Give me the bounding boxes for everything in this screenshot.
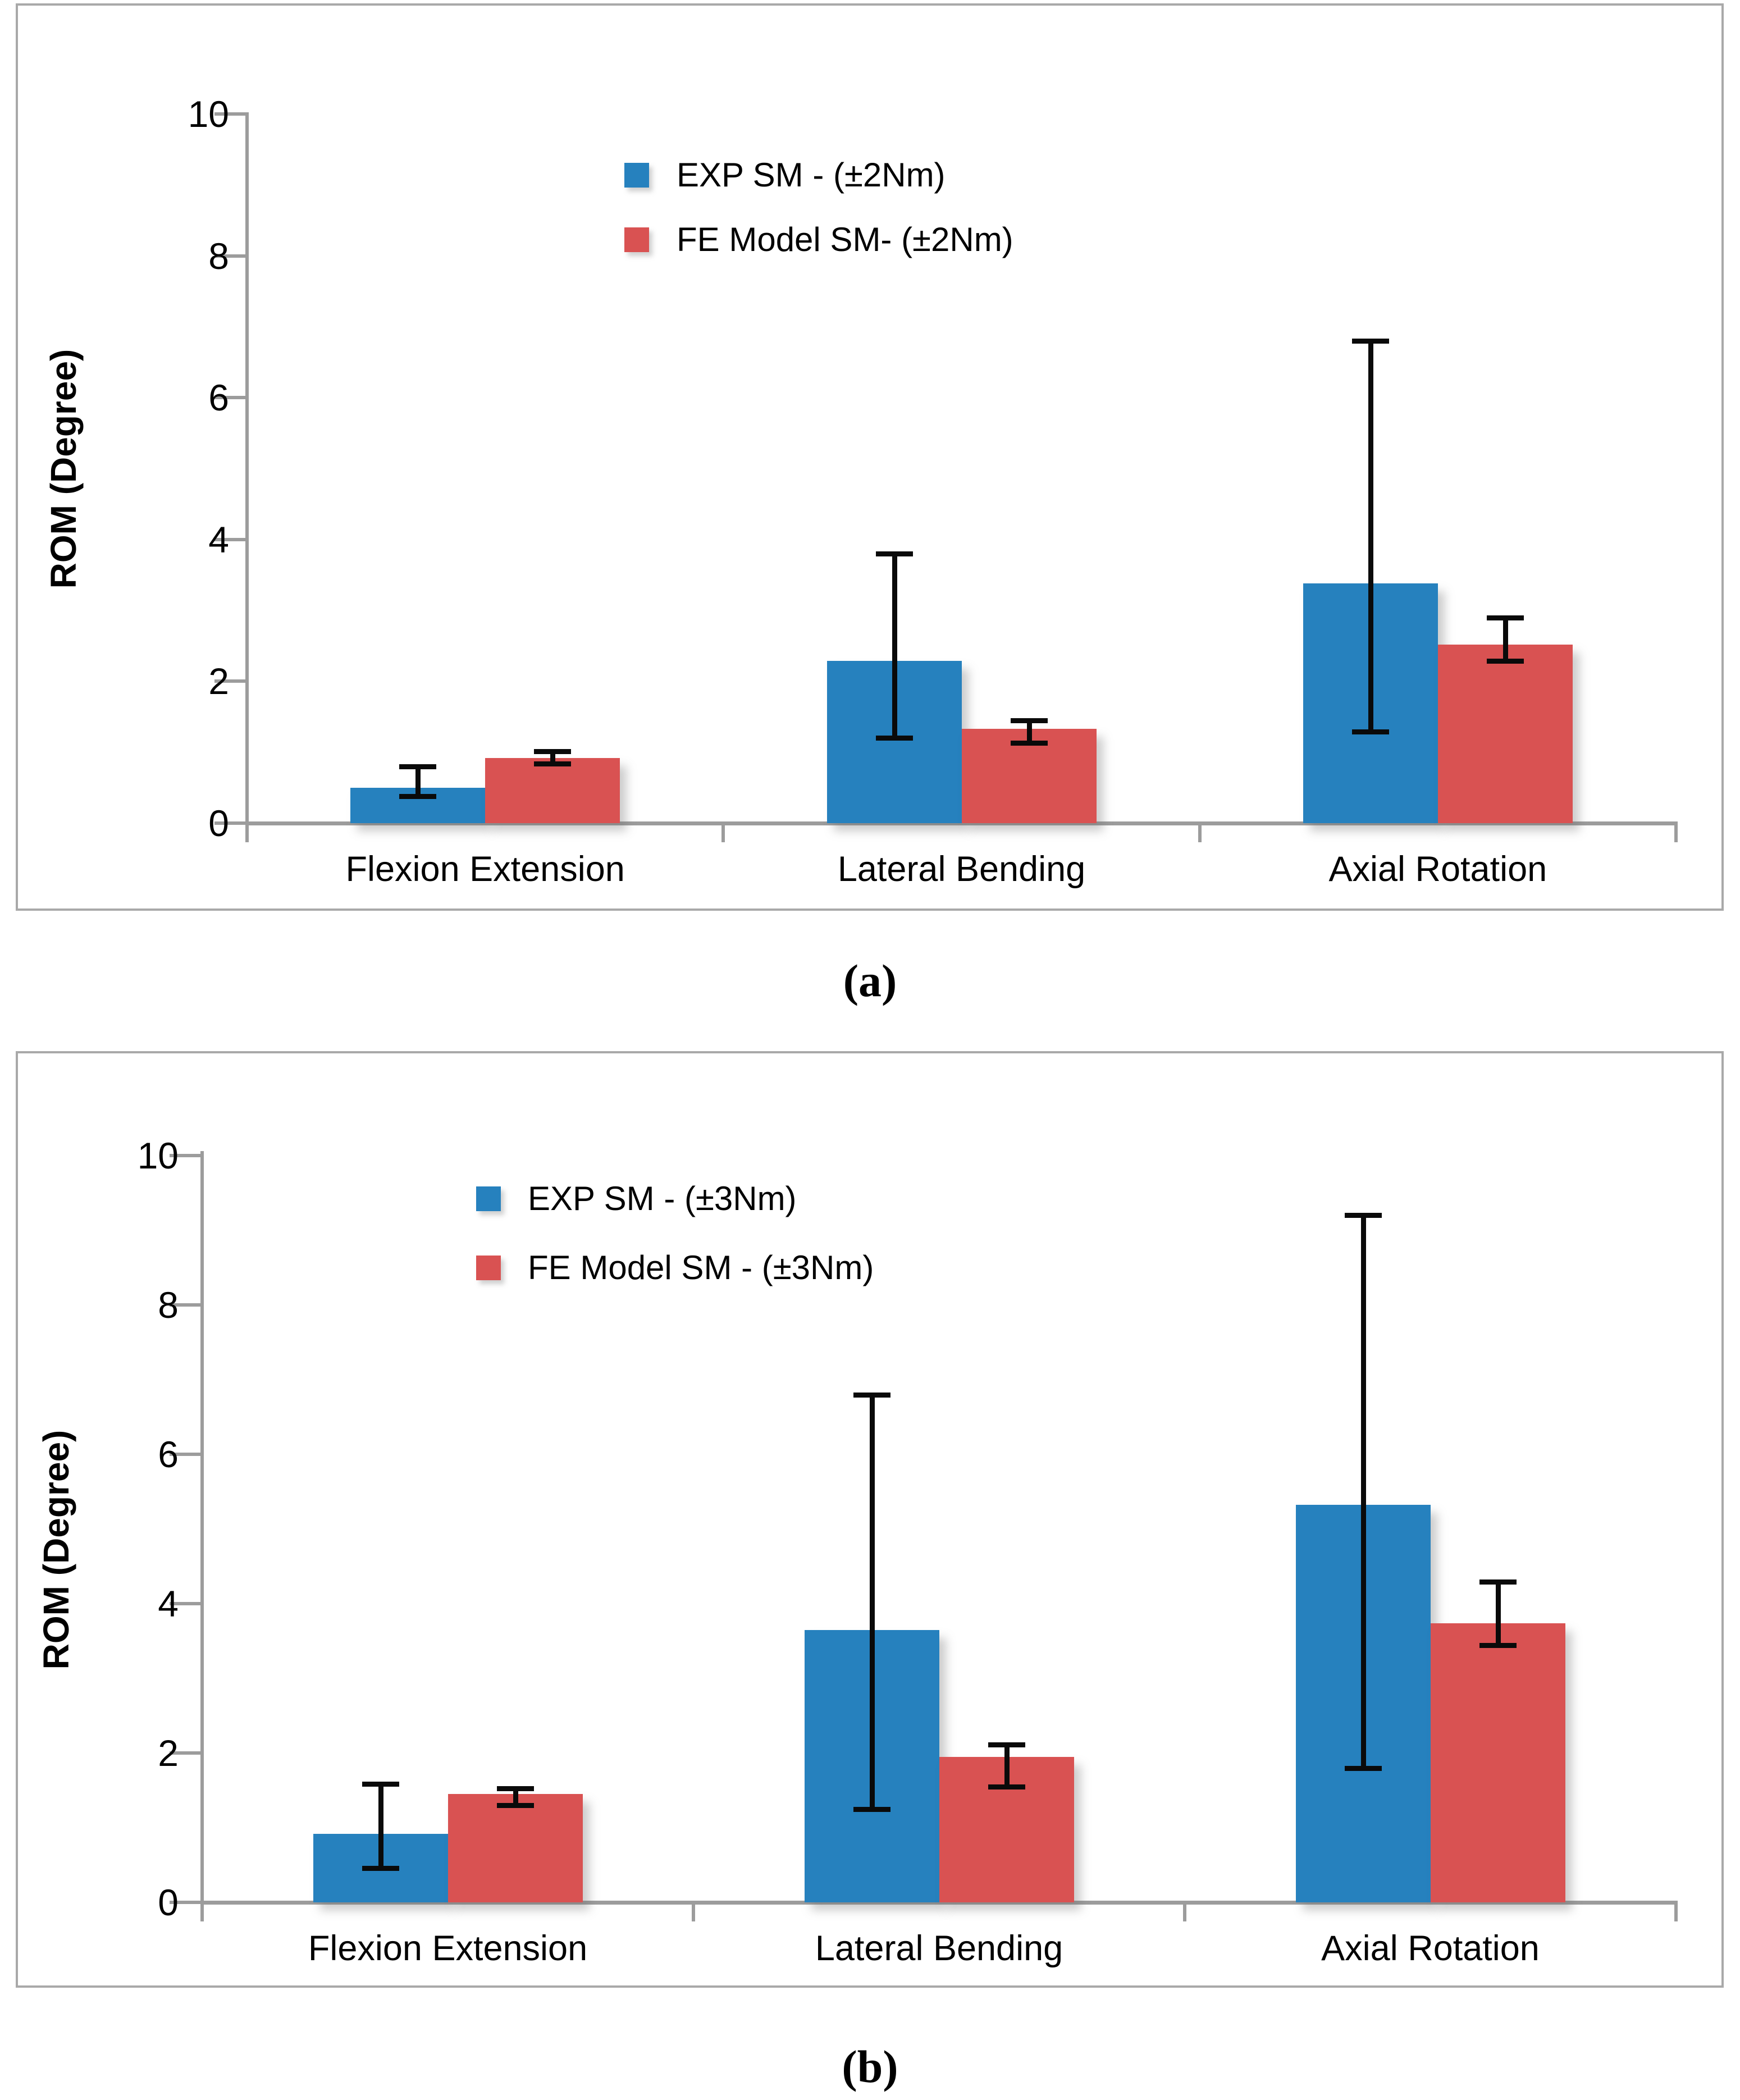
category-label-lateral-bending: Lateral Bending <box>837 850 1086 889</box>
y-tick-label: 4 <box>158 1583 179 1624</box>
error-bar-bottom-cap <box>1486 658 1524 664</box>
error-bar-bottom-cap <box>534 761 572 766</box>
category-boundary-tick <box>721 825 725 842</box>
y-tick-label: 8 <box>208 235 229 277</box>
y-axis-line <box>200 1151 204 1919</box>
y-tick-label: 6 <box>208 377 229 419</box>
category-boundary-tick <box>200 1905 204 1921</box>
y-axis-title: ROM (Degree) <box>36 1430 76 1670</box>
x-axis-line <box>200 1901 1678 1905</box>
error-bar-axial-rotation <box>1368 341 1373 732</box>
category-boundary-tick <box>245 825 249 842</box>
error-bar-top-cap <box>496 1786 534 1791</box>
error-bar-lateral-bending <box>1026 720 1032 743</box>
error-bar-top-cap <box>853 1392 890 1398</box>
error-bar-flexion-extension <box>378 1783 383 1868</box>
error-bar-lateral-bending <box>1004 1745 1010 1787</box>
error-bar-flexion-extension <box>513 1788 518 1806</box>
legend-label-fe-model-sm: FE Model SM - (±3Nm) <box>528 1249 874 1286</box>
category-label-lateral-bending: Lateral Bending <box>815 1929 1063 1968</box>
y-axis-tick <box>214 537 247 541</box>
bar-fe-model-sm-axial-rotation <box>1430 1623 1565 1902</box>
error-bar-top-cap <box>1010 718 1048 723</box>
legend-swatch-exp-sm <box>624 163 649 188</box>
category-boundary-tick <box>1674 1905 1678 1921</box>
y-axis-title: ROM (Degree) <box>43 349 84 589</box>
error-bar-bottom-cap <box>362 1865 399 1871</box>
error-bar-top-cap <box>1486 615 1524 620</box>
error-bar-axial-rotation <box>1495 1582 1501 1646</box>
y-tick-label: 2 <box>158 1732 179 1774</box>
y-tick-label: 10 <box>137 1135 179 1176</box>
error-bar-bottom-cap <box>988 1784 1025 1789</box>
error-bar-lateral-bending <box>869 1394 875 1809</box>
y-tick-label: 0 <box>208 802 229 844</box>
category-label-flexion-extension: Flexion Extension <box>308 1929 588 1968</box>
error-bar-top-cap <box>534 749 572 755</box>
error-bar-top-cap <box>875 551 913 557</box>
bar-fe-model-sm-2nm-flexion-extension <box>485 757 620 823</box>
error-bar-flexion-extension <box>415 766 421 796</box>
category-boundary-tick <box>1183 1905 1186 1921</box>
error-bar-bottom-cap <box>853 1806 890 1812</box>
category-label-flexion-extension: Flexion Extension <box>345 850 625 889</box>
error-bar-top-cap <box>988 1742 1025 1748</box>
legend-swatch-exp-sm <box>476 1186 501 1211</box>
y-axis-tick <box>214 396 247 400</box>
error-bar-top-cap <box>362 1781 399 1787</box>
error-bar-top-cap <box>399 764 437 769</box>
legend-swatch-fe-model-sm <box>624 227 649 252</box>
error-bar-bottom-cap <box>399 794 437 799</box>
error-bar-bottom-cap <box>1479 1643 1517 1649</box>
bar-fe-model-sm-flexion-extension <box>447 1794 583 1902</box>
y-axis-tick <box>170 1303 202 1307</box>
category-boundary-tick <box>1198 825 1202 842</box>
y-axis-tick <box>170 1602 202 1605</box>
error-bar-axial-rotation <box>1502 617 1508 661</box>
error-bar-flexion-extension <box>550 751 556 764</box>
caption-a: (a) <box>843 955 897 1006</box>
y-axis-tick <box>214 821 247 825</box>
x-axis-line <box>245 821 1678 825</box>
y-axis-tick <box>214 254 247 258</box>
y-axis-tick <box>170 1154 202 1157</box>
error-bar-top-cap <box>1479 1579 1517 1585</box>
error-bar-bottom-cap <box>1010 741 1048 746</box>
error-bar-bottom-cap <box>1344 1765 1382 1771</box>
y-tick-label: 2 <box>208 660 229 702</box>
error-bar-top-cap <box>1351 339 1389 344</box>
caption-b: (b) <box>842 2041 898 2092</box>
error-bar-bottom-cap <box>1351 729 1389 735</box>
bar-fe-model-sm-2nm-axial-rotation <box>1437 644 1573 823</box>
y-axis-tick <box>214 679 247 683</box>
legend-swatch-fe-model-sm <box>476 1256 501 1280</box>
y-axis-tick <box>170 1453 202 1456</box>
y-axis-tick <box>214 112 247 116</box>
y-axis-tick <box>170 1901 202 1904</box>
legend-label-exp-sm: EXP SM - (±3Nm) <box>528 1180 797 1217</box>
error-bar-top-cap <box>1344 1213 1382 1218</box>
error-bar-bottom-cap <box>875 736 913 741</box>
error-bar-bottom-cap <box>496 1803 534 1809</box>
y-axis-tick <box>170 1751 202 1755</box>
category-label-axial-rotation: Axial Rotation <box>1328 850 1547 889</box>
y-axis-line <box>245 112 249 840</box>
legend-label-exp-sm: EXP SM - (±2Nm) <box>677 156 946 194</box>
error-bar-axial-rotation <box>1360 1215 1366 1768</box>
y-tick-label: 6 <box>158 1434 179 1475</box>
y-tick-label: 8 <box>158 1284 179 1326</box>
legend-label-fe-model-sm: FE Model SM- (±2Nm) <box>677 221 1013 258</box>
error-bar-lateral-bending <box>892 554 897 738</box>
y-tick-label: 4 <box>208 518 229 560</box>
y-tick-label: 0 <box>158 1882 179 1923</box>
y-tick-label: 10 <box>188 93 229 135</box>
category-boundary-tick <box>1674 825 1678 842</box>
category-boundary-tick <box>692 1905 695 1921</box>
category-label-axial-rotation: Axial Rotation <box>1321 1929 1540 1968</box>
